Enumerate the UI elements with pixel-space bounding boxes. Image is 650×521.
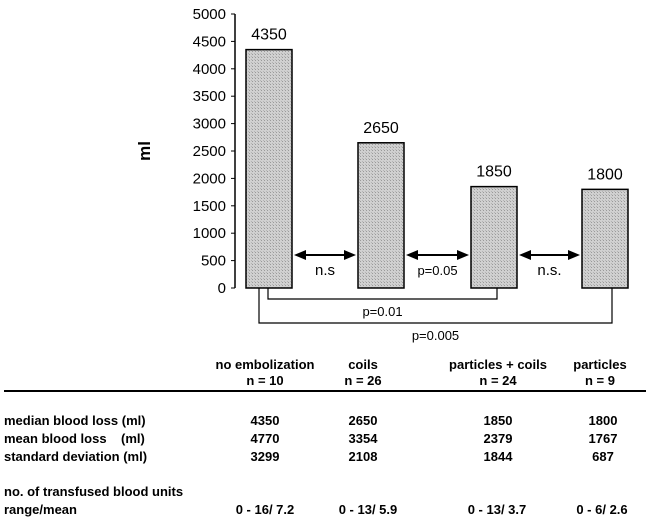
y-tick-label: 5000 (193, 6, 226, 23)
y-tick-label: 1000 (193, 225, 226, 242)
comparison-label: n.s (315, 262, 335, 279)
transfusion-label-line1: no. of transfused blood units (4, 484, 184, 499)
bar-particles (581, 188, 629, 289)
y-tick-label: 500 (201, 253, 226, 270)
y-tick-label: 4500 (193, 33, 226, 50)
median-particles: 1800 (588, 413, 618, 428)
row-label-mean: mean blood loss (ml) (4, 431, 145, 446)
comparison-bracket (258, 288, 613, 324)
bar-no-embolization (245, 48, 293, 289)
arrow-head-right (344, 250, 356, 260)
group-name-no-embolization: no embolization (215, 357, 315, 372)
sd-particles: 687 (592, 449, 614, 464)
arrow-head-right (568, 250, 580, 260)
blood-loss-bar-chart: 0 500 1000 1500 2000 2500 3000 3500 4000 4500 5000… (135, 6, 629, 343)
y-tick-label: 3000 (193, 116, 226, 133)
row-label-sd: standard deviation (ml) (4, 449, 148, 464)
y-axis-label: ml (135, 141, 154, 161)
mean-coils: 3354 (348, 431, 378, 446)
transfusion-coils: 0 - 13/ 5.9 (338, 502, 398, 517)
arrow-head-left (294, 250, 306, 260)
median-particles-coils: 1850 (483, 413, 513, 428)
sd-coils: 2108 (348, 449, 378, 464)
arrow-head-left (406, 250, 418, 260)
comparison-label: p=0.05 (417, 263, 457, 278)
median-no-embolization: 4350 (250, 413, 280, 428)
row-label-median: median blood loss (ml) (4, 413, 146, 428)
y-tick-label: 4000 (193, 61, 226, 78)
sd-no-embolization: 3299 (250, 449, 280, 464)
transfusion-particles: 0 - 6/ 2.6 (576, 502, 628, 517)
bracket-label: p=0.005 (412, 328, 459, 343)
group-n-no-embolization: n = 10 (246, 373, 284, 388)
arrow-head-left (519, 250, 531, 260)
mean-particles-coils: 2379 (483, 431, 513, 446)
transfusion-particles-coils: 0 - 13/ 3.7 (467, 502, 527, 517)
median-coils: 2650 (348, 413, 378, 428)
group-n-particles: n = 9 (585, 373, 615, 388)
mean-no-embolization: 4770 (250, 431, 280, 446)
transfusion-no-embolization: 0 - 16/ 7.2 (235, 502, 295, 517)
transfusion-label-line2: range/mean (4, 502, 77, 517)
table-divider (4, 390, 646, 392)
bar-particles-coils (470, 185, 518, 289)
bar-value-label: 1850 (476, 164, 512, 181)
bar-value-label: 4350 (251, 27, 287, 44)
significance-annotations: n.s p=0.05 n.s. p=0.01 p=0.005 (258, 250, 613, 343)
bar-coils (357, 142, 405, 289)
y-tick-label: 2500 (193, 143, 226, 160)
sd-particles-coils: 1844 (483, 449, 513, 464)
y-tick-label: 3500 (193, 88, 226, 105)
group-n-particles-coils: n = 24 (479, 373, 517, 388)
bars: 4350 2650 1850 1800 (245, 27, 629, 289)
comparison-label: n.s. (537, 262, 561, 279)
y-tick-label: 1500 (193, 198, 226, 215)
arrow-head-right (457, 250, 469, 260)
group-name-particles-coils: particles + coils (449, 357, 547, 372)
group-name-coils: coils (348, 357, 378, 372)
group-n-coils: n = 26 (344, 373, 382, 388)
y-tick-label: 2000 (193, 170, 226, 187)
group-name-particles: particles (573, 357, 627, 372)
comparison-bracket (267, 288, 498, 300)
bar-value-label: 2650 (363, 120, 399, 137)
bracket-label: p=0.01 (362, 304, 402, 319)
mean-particles: 1767 (588, 431, 618, 446)
y-tick-label: 0 (218, 280, 226, 297)
bar-value-label: 1800 (587, 166, 623, 183)
y-axis-ticks: 0 500 1000 1500 2000 2500 3000 3500 4000 4500 5000 (193, 6, 235, 297)
